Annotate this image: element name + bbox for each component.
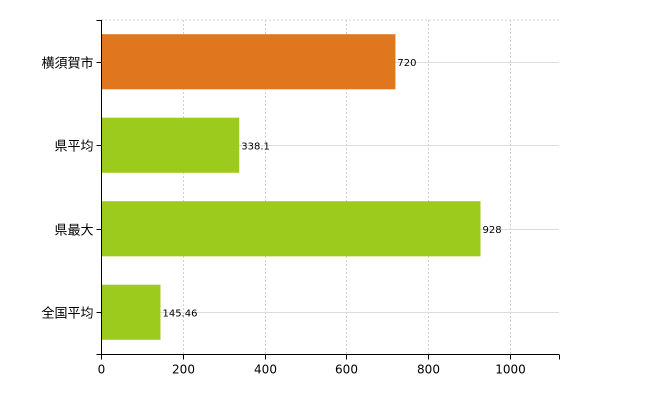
x-tick-label: 200 (172, 363, 195, 377)
bar-1 (101, 34, 396, 90)
x-tick-label: 400 (254, 363, 277, 377)
bar-value-label: 338.1 (241, 141, 270, 152)
category-label: 横須賀市 (41, 56, 93, 72)
bar-2 (101, 117, 240, 173)
bar-4 (101, 284, 161, 340)
x-tick-label: 800 (417, 363, 440, 377)
chart-axes (96, 20, 560, 360)
bar-3 (101, 201, 481, 257)
bar-value-label: 928 (482, 225, 501, 236)
x-tick-label: 1000 (495, 363, 526, 377)
category-label: 全国平均 (41, 306, 93, 322)
chart-bars (101, 34, 481, 340)
category-label: 県平均 (54, 140, 93, 155)
category-label: 県最大 (54, 224, 93, 239)
bar-value-label: 145.46 (162, 308, 197, 319)
x-tick-label: 0 (98, 363, 106, 377)
bar-value-label: 720 (397, 58, 416, 69)
x-tick-label: 600 (335, 363, 358, 377)
